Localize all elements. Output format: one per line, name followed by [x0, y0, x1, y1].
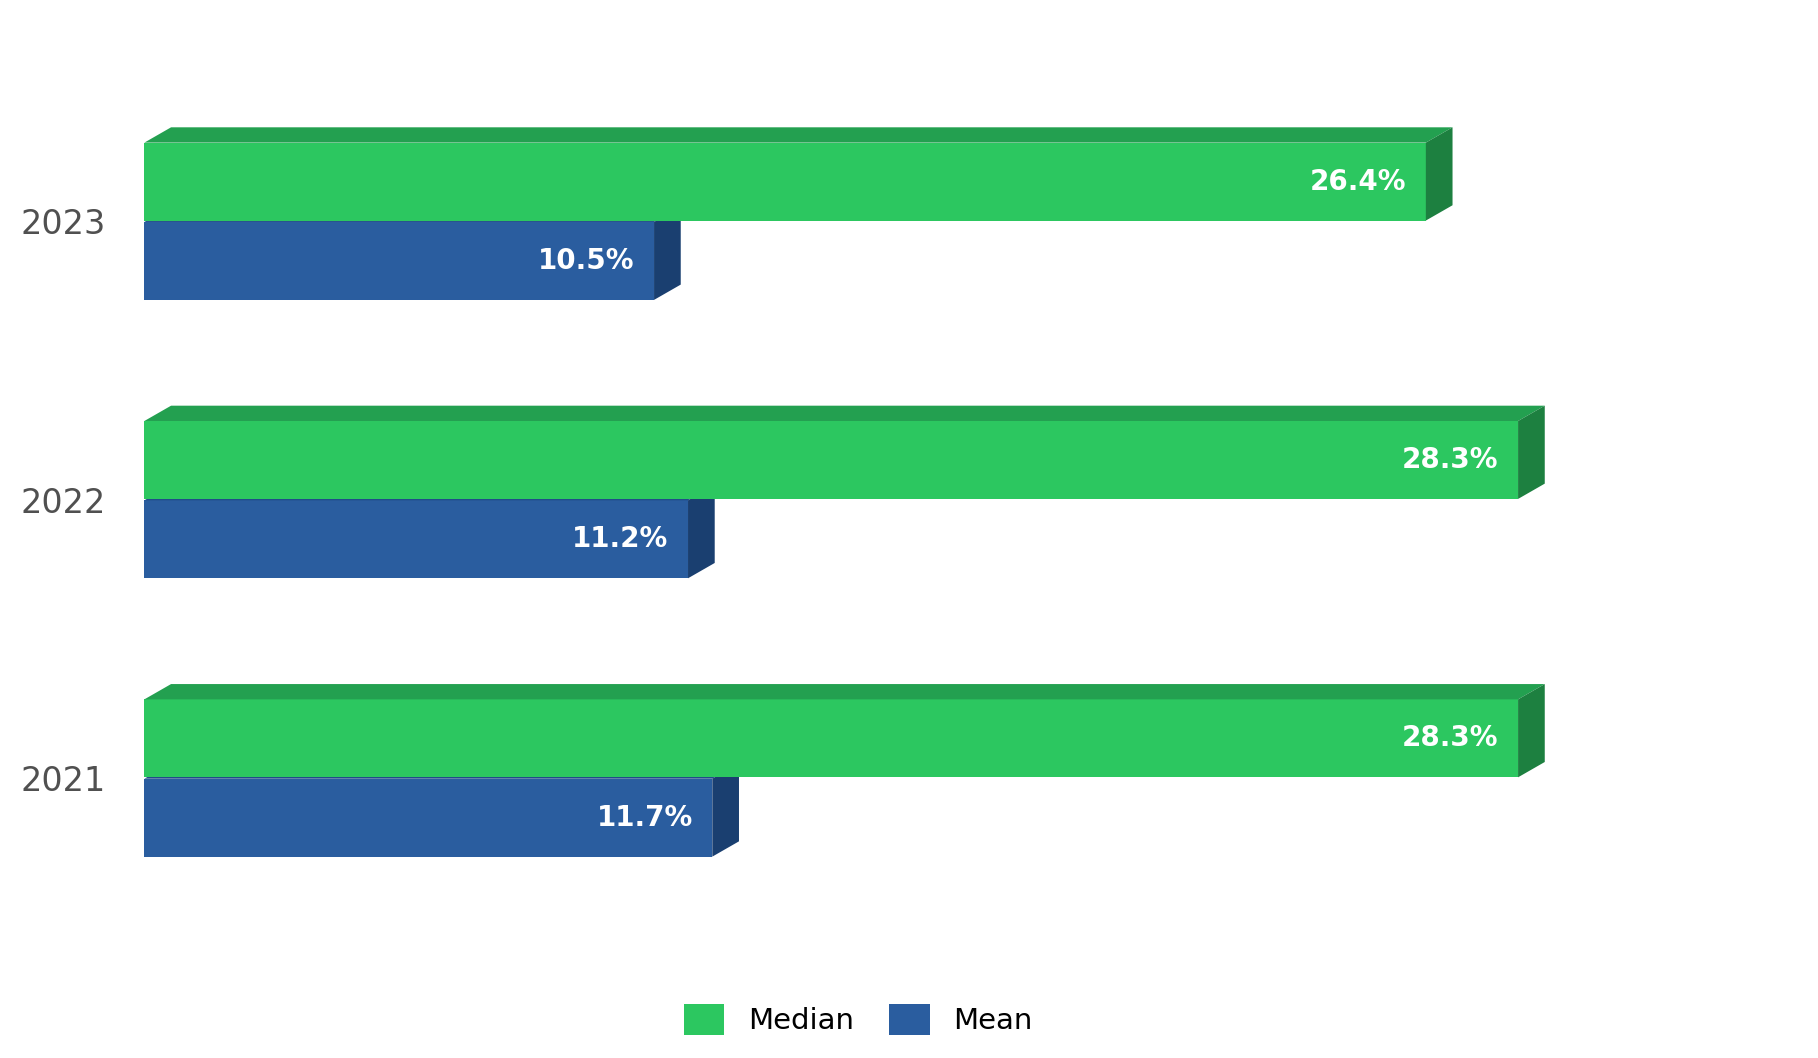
- Legend: Median, Mean: Median, Mean: [669, 989, 1047, 1050]
- Polygon shape: [144, 222, 654, 299]
- Polygon shape: [144, 421, 1518, 499]
- Text: 28.3%: 28.3%: [1402, 725, 1498, 752]
- Polygon shape: [1518, 405, 1545, 499]
- Polygon shape: [144, 127, 1453, 143]
- Polygon shape: [687, 485, 714, 579]
- Polygon shape: [144, 764, 738, 779]
- Polygon shape: [144, 143, 1425, 220]
- Text: 11.2%: 11.2%: [573, 526, 669, 553]
- Polygon shape: [144, 500, 687, 579]
- Polygon shape: [144, 779, 713, 857]
- Polygon shape: [1425, 127, 1453, 220]
- Text: 11.7%: 11.7%: [596, 804, 693, 832]
- Polygon shape: [144, 405, 1545, 421]
- Polygon shape: [144, 699, 1518, 778]
- Text: 26.4%: 26.4%: [1311, 167, 1407, 196]
- Text: 10.5%: 10.5%: [538, 247, 634, 275]
- Polygon shape: [144, 206, 680, 222]
- Polygon shape: [144, 485, 714, 500]
- Polygon shape: [654, 206, 680, 299]
- Polygon shape: [144, 685, 1545, 699]
- Polygon shape: [1518, 685, 1545, 778]
- Polygon shape: [713, 764, 738, 857]
- Text: 28.3%: 28.3%: [1402, 446, 1498, 474]
